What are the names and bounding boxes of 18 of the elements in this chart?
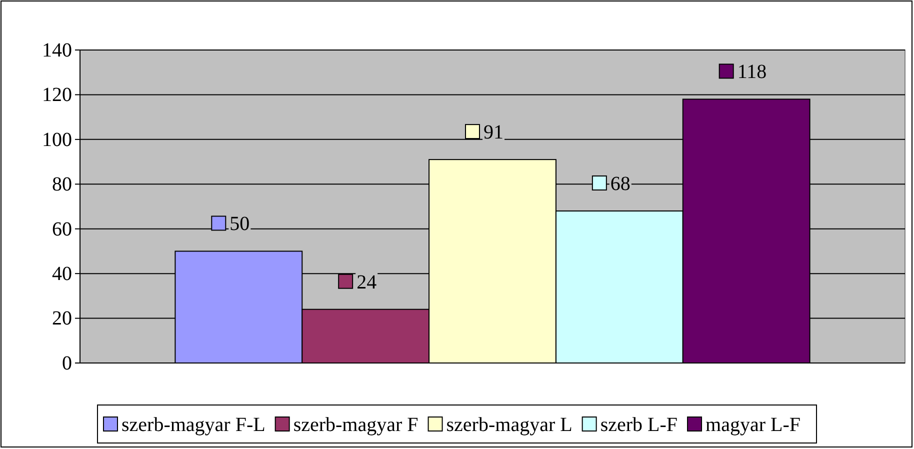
y-tick-label: 100 xyxy=(42,128,72,151)
y-tick-label: 20 xyxy=(52,308,72,330)
y-tick-label: 140 xyxy=(42,39,72,62)
legend-label: szerb-magyar F xyxy=(293,414,418,436)
legend-label: magyar L-F xyxy=(706,414,801,436)
y-tick-label: 60 xyxy=(52,218,72,240)
y-tick-label: 0 xyxy=(62,352,72,374)
data-label: 68 xyxy=(610,172,630,195)
data-label: 50 xyxy=(230,213,250,236)
legend-label: szerb-magyar F-L xyxy=(121,414,266,436)
legend-label: szerb L-F xyxy=(600,414,678,436)
y-tick-label: 40 xyxy=(52,262,72,285)
data-label: 118 xyxy=(737,61,767,84)
y-tick-label: 120 xyxy=(42,84,72,106)
data-label: 91 xyxy=(484,122,504,144)
legend-label: szerb-magyar L xyxy=(446,414,572,436)
y-tick-label: 80 xyxy=(52,174,72,196)
data-label: 24 xyxy=(356,271,377,294)
